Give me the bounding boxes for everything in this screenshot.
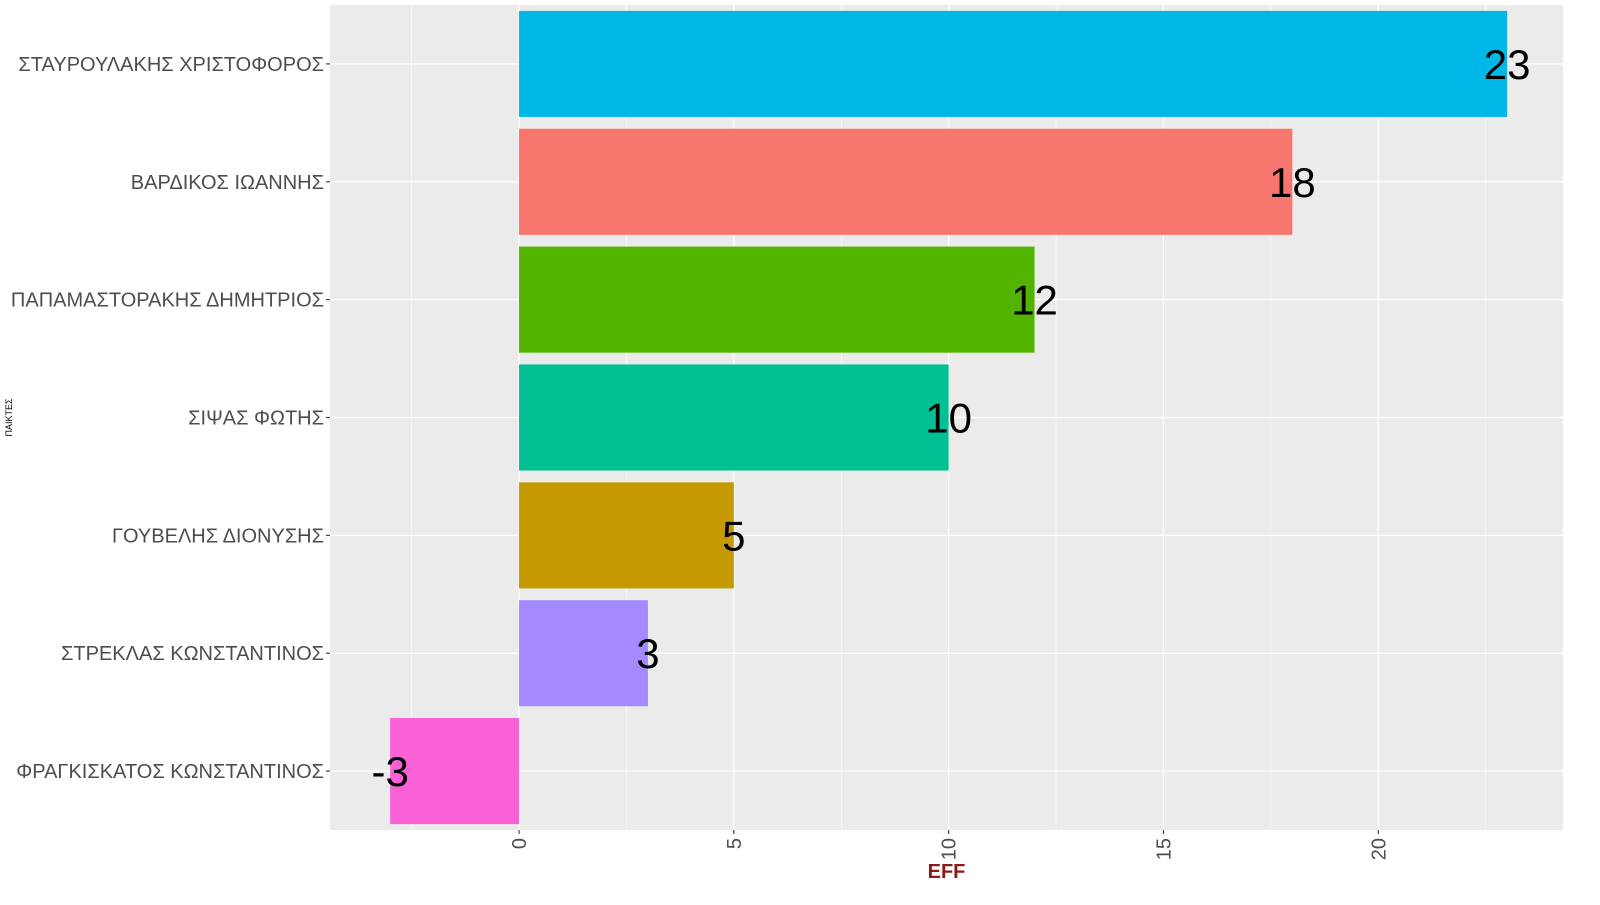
bar-value-label: 18 — [1269, 159, 1316, 206]
bar-value-label: 10 — [925, 395, 972, 442]
x-tick-label: 20 — [1368, 838, 1390, 860]
bar — [519, 364, 949, 471]
value-labels: 23 18 12 10 5 3 -3 — [371, 41, 1530, 795]
x-tick-label: 5 — [724, 838, 746, 849]
y-tick-label: ΠΑΠΑΜΑΣΤΟΡΑΚΗΣ ΔΗΜΗΤΡΙΟΣ — [11, 290, 324, 312]
y-tick-label: ΒΑΡΔΙΚΟΣ ΙΩΑΝΝΗΣ — [131, 172, 324, 194]
bar-value-label: 5 — [722, 512, 745, 559]
y-tick-label: ΣΤΡΕΚΛΑΣ ΚΩΝΣΤΑΝΤΙΝΟΣ — [61, 643, 324, 665]
y-tick-label: ΓΟΥΒΕΛΗΣ ΔΙΟΝΥΣΗΣ — [112, 525, 324, 547]
bar-value-label: 3 — [636, 630, 659, 677]
bar — [519, 246, 1035, 353]
y-tick-label: ΣΙΨΑΣ ΦΩΤΗΣ — [188, 408, 324, 430]
y-axis-title: ΠΑΙΚΤΕΣ — [4, 398, 14, 437]
bar — [519, 600, 648, 707]
bar — [519, 482, 734, 589]
bars — [390, 10, 1508, 825]
y-tick-label: ΦΡΑΓΚΙΣΚΑΤΟΣ ΚΩΝΣΤΑΝΤΙΝΟΣ — [16, 761, 324, 783]
y-axis: ΣΤΑΥΡΟΥΛΑΚΗΣ ΧΡΙΣΤΟΦΟΡΟΣ ΒΑΡΔΙΚΟΣ ΙΩΑΝΝΗΣ… — [11, 54, 330, 783]
bar — [519, 128, 1293, 235]
bar — [519, 10, 1508, 117]
y-tick-label: ΣΤΑΥΡΟΥΛΑΚΗΣ ΧΡΙΣΤΟΦΟΡΟΣ — [18, 54, 324, 76]
x-tick-label: 10 — [939, 838, 961, 860]
x-axis: 0 5 10 15 20 — [509, 830, 1390, 860]
bar-value-label: -3 — [371, 748, 408, 795]
x-axis-title: EFF — [928, 861, 966, 883]
x-tick-label: 0 — [509, 838, 531, 849]
x-tick-label: 15 — [1153, 838, 1175, 860]
bar — [390, 718, 520, 825]
bar-value-label: 12 — [1011, 277, 1058, 324]
bar-value-label: 23 — [1484, 41, 1531, 88]
